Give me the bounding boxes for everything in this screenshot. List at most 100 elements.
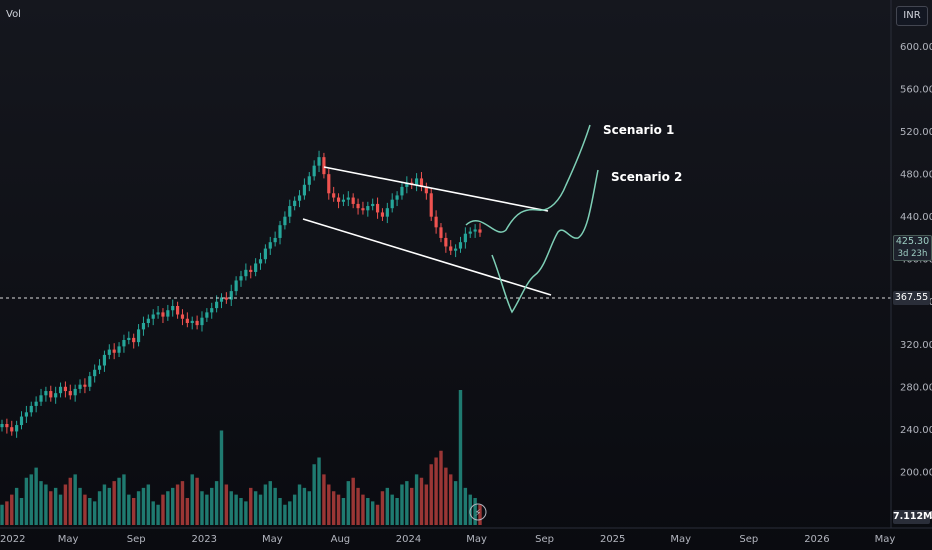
volume-bar <box>297 484 302 525</box>
candle-body <box>166 310 170 317</box>
candle-body <box>371 203 375 207</box>
volume-bar <box>24 477 29 525</box>
candle-body <box>180 314 185 319</box>
volume-bar <box>151 501 155 525</box>
volume-bar <box>478 504 482 525</box>
candle-body <box>415 178 419 185</box>
volume-bar <box>292 494 297 525</box>
volume-bar <box>473 498 477 525</box>
time-tick-label: 2025 <box>600 534 625 545</box>
volume-bar <box>351 477 355 525</box>
volume-bar <box>39 481 43 525</box>
volume-bar <box>444 467 448 525</box>
candle-body <box>132 337 136 343</box>
price-tick-label: 440.00 <box>900 212 932 223</box>
series-label: Vol <box>6 9 21 20</box>
candle-body <box>341 199 346 202</box>
volume-bar <box>219 430 224 525</box>
volume-bar <box>141 487 146 525</box>
channel-upper-line <box>323 166 549 212</box>
volume-bar <box>29 474 33 525</box>
price-tick-label: 240.00 <box>900 425 932 436</box>
candle-body <box>439 227 443 238</box>
candle-body <box>468 231 472 234</box>
candle-body <box>322 157 326 175</box>
candle-body <box>351 197 355 204</box>
volume-bar <box>341 498 346 525</box>
time-tick-label: Sep <box>739 534 758 545</box>
volume-bar <box>429 464 433 525</box>
volume-bar <box>146 484 151 525</box>
candle-body <box>83 384 87 387</box>
candle-body <box>429 193 433 217</box>
scenario1-projection-path <box>465 124 591 233</box>
candle-body <box>390 199 394 209</box>
candle-body <box>44 391 48 396</box>
volume-bars <box>0 390 482 525</box>
candle-body <box>405 182 409 187</box>
candle-body <box>107 349 111 355</box>
candle-body <box>327 174 331 194</box>
candle-body <box>297 195 302 201</box>
candle-body <box>205 312 209 318</box>
candle-body <box>258 259 263 264</box>
volume-bar <box>307 491 311 525</box>
candle-body <box>5 424 9 428</box>
volume-bar <box>288 501 292 525</box>
volume-bar <box>302 487 307 525</box>
volume-bar <box>97 491 102 525</box>
candle-body <box>93 369 97 377</box>
time-tick-label: May <box>262 534 283 545</box>
price-tick-label: 560.00 <box>900 85 932 96</box>
volume-bar <box>253 491 258 525</box>
volume-bar <box>239 498 243 525</box>
candle-body <box>151 314 155 319</box>
candle-body <box>73 388 77 396</box>
channel-lower-line <box>302 218 552 296</box>
volume-bar <box>424 484 429 525</box>
candle-body <box>63 386 67 392</box>
time-axis-ticks: 2022 May Sep 2023 May Aug 2024 May Sep 2025 May Sep… <box>0 534 895 545</box>
volume-bar <box>375 504 380 525</box>
candle-body <box>283 216 287 226</box>
candle-body <box>395 195 399 200</box>
volume-bar <box>453 481 458 525</box>
candle-body <box>68 391 72 396</box>
candle-body <box>449 246 453 251</box>
volume-bar <box>244 501 248 525</box>
candle-body <box>278 225 282 238</box>
volume-bar <box>88 498 92 525</box>
volume-bar <box>356 487 360 525</box>
volume-bar <box>175 484 180 525</box>
volume-bar <box>131 498 136 525</box>
volume-bar <box>331 491 336 525</box>
volume-bar <box>166 491 170 525</box>
candle-body <box>0 424 4 428</box>
lightning-icon[interactable] <box>469 503 487 521</box>
volume-bar <box>5 501 9 525</box>
candle-body <box>336 197 341 202</box>
candle-body <box>215 301 219 309</box>
time-tick-label: Sep <box>127 534 146 545</box>
candle-body <box>146 318 150 323</box>
candle-body <box>254 263 258 272</box>
currency-button[interactable]: INR <box>896 6 928 26</box>
volume-bar <box>161 494 165 525</box>
volume-bar <box>395 498 399 525</box>
price-tick-label: 280.00 <box>900 382 932 393</box>
volume-bar <box>127 494 131 525</box>
candle-body <box>419 178 424 187</box>
volume-bar <box>122 474 126 525</box>
candle-body <box>239 276 243 281</box>
lightning-glyph: ⚡ <box>475 508 482 519</box>
candle-body <box>171 305 175 311</box>
candle-body <box>332 193 336 198</box>
volume-bar <box>156 504 160 525</box>
candle-body <box>112 349 116 353</box>
volume-bar <box>190 474 194 525</box>
volume-bar <box>224 484 229 525</box>
volume-bar <box>19 498 24 525</box>
candle-body <box>97 365 102 370</box>
volume-bar <box>171 487 175 525</box>
